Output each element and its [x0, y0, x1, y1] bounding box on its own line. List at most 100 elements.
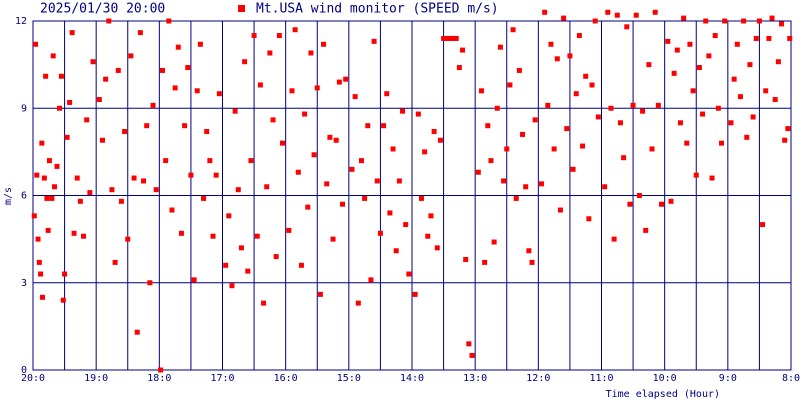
- data-point: [122, 129, 128, 135]
- data-point: [693, 172, 699, 178]
- data-point: [460, 47, 466, 53]
- data-point: [592, 18, 598, 24]
- data-point: [636, 193, 642, 198]
- data-point: [178, 230, 184, 236]
- data-point: [602, 184, 608, 190]
- data-point: [700, 111, 706, 117]
- data-point: [744, 134, 750, 140]
- data-point: [51, 184, 57, 190]
- data-point: [526, 248, 532, 254]
- data-point: [355, 300, 361, 306]
- data-point: [371, 38, 377, 44]
- x-tick-label: 10:0: [653, 373, 677, 384]
- data-point: [649, 146, 655, 152]
- data-point: [172, 85, 178, 91]
- data-point: [712, 33, 718, 39]
- data-point: [431, 129, 437, 135]
- data-point: [741, 18, 747, 24]
- data-point: [43, 73, 49, 79]
- y-tick-label: 6: [21, 191, 27, 202]
- data-point: [624, 24, 630, 30]
- x-tick-label: 13:0: [463, 373, 487, 384]
- data-point: [81, 233, 87, 239]
- data-point: [775, 59, 781, 65]
- data-point: [722, 18, 728, 24]
- data-point: [74, 175, 80, 181]
- data-point: [128, 53, 134, 59]
- data-point: [715, 105, 721, 111]
- data-point: [175, 44, 181, 50]
- data-point: [589, 82, 595, 88]
- data-point: [232, 108, 238, 114]
- data-point: [447, 35, 453, 41]
- data-point: [747, 62, 753, 68]
- data-point: [507, 82, 513, 88]
- data-point: [381, 123, 387, 129]
- data-point: [415, 111, 421, 117]
- data-point: [466, 341, 472, 347]
- data-point: [769, 15, 775, 21]
- data-point: [374, 178, 380, 184]
- data-point: [41, 175, 47, 181]
- data-point: [327, 134, 333, 140]
- data-point: [785, 126, 791, 132]
- data-point: [779, 21, 785, 27]
- data-point: [731, 76, 737, 82]
- data-point: [690, 88, 696, 94]
- data-point: [538, 181, 544, 187]
- data-point: [425, 233, 431, 239]
- data-point: [267, 50, 273, 56]
- data-point: [787, 35, 793, 41]
- data-point: [35, 236, 41, 242]
- data-point: [54, 163, 60, 169]
- data-point: [422, 149, 428, 155]
- data-point: [703, 18, 709, 24]
- data-point: [362, 195, 368, 201]
- data-point: [308, 50, 314, 56]
- data-point: [630, 102, 636, 108]
- data-point: [204, 129, 210, 135]
- data-point: [368, 277, 374, 283]
- x-tick-label: 14:0: [400, 373, 424, 384]
- data-point: [434, 245, 440, 251]
- data-point: [728, 120, 734, 126]
- data-point: [529, 259, 535, 265]
- data-point: [668, 198, 674, 204]
- data-point: [488, 158, 494, 164]
- data-point: [475, 169, 481, 175]
- data-point: [305, 204, 311, 210]
- data-point: [750, 114, 756, 120]
- data-point: [169, 207, 175, 213]
- data-point: [125, 236, 131, 242]
- data-point: [144, 123, 150, 129]
- data-point: [254, 233, 260, 239]
- data-point: [719, 140, 725, 146]
- data-point: [36, 259, 42, 265]
- data-point: [191, 277, 197, 283]
- data-point: [67, 99, 73, 105]
- legend-entry: Mt.USA wind monitor (SPEED m/s): [256, 2, 499, 17]
- data-point: [57, 105, 63, 111]
- data-point: [46, 158, 52, 164]
- data-point: [251, 33, 257, 39]
- data-point: [737, 94, 743, 100]
- data-point: [131, 175, 137, 181]
- data-point: [377, 230, 383, 236]
- data-point: [194, 88, 200, 94]
- data-point: [292, 27, 298, 33]
- data-point: [633, 12, 639, 18]
- data-point: [617, 120, 623, 126]
- data-point: [229, 283, 235, 289]
- data-point: [109, 187, 115, 193]
- data-point: [317, 291, 323, 297]
- data-point: [141, 178, 147, 184]
- data-point: [50, 53, 56, 59]
- data-point: [188, 172, 194, 178]
- data-point: [49, 195, 55, 201]
- data-point: [34, 172, 40, 178]
- data-point: [437, 137, 443, 143]
- data-point: [39, 140, 45, 146]
- data-point: [523, 184, 529, 190]
- data-point: [166, 18, 172, 24]
- data-point: [216, 91, 222, 97]
